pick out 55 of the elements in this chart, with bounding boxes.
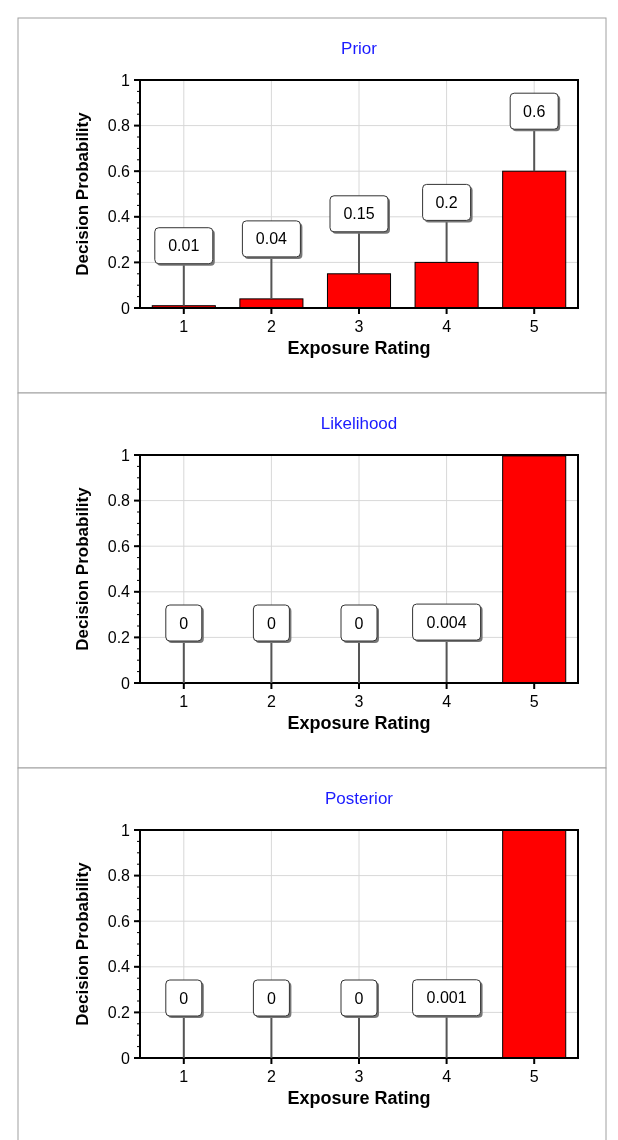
- x-tick-label: 2: [266, 693, 276, 710]
- y-tick-label: 0: [121, 1049, 131, 1067]
- data-label: 0.6: [523, 102, 546, 120]
- x-axis-title: Exposure Rating: [287, 338, 431, 358]
- x-tick-label: 3: [354, 318, 364, 335]
- y-tick-label: 0.6: [107, 912, 131, 930]
- y-tick-label: 1: [121, 71, 131, 89]
- y-tick-label: 0.4: [107, 583, 131, 601]
- data-label: 0: [179, 614, 189, 632]
- x-tick-label: 1: [179, 693, 189, 710]
- x-tick-label: 2: [266, 318, 276, 335]
- y-tick-label: 0: [121, 299, 131, 317]
- y-tick-label: 0: [121, 674, 131, 692]
- y-axis-title: Decision Probability: [73, 486, 92, 651]
- data-label: 0.004: [426, 613, 467, 631]
- x-tick-label: 2: [266, 1068, 276, 1085]
- data-label: 0.2: [435, 194, 458, 211]
- chart-title: Posterior: [324, 789, 394, 808]
- y-tick-label: 0.4: [107, 958, 131, 976]
- y-tick-label: 0.2: [107, 254, 131, 271]
- x-tick-label: 1: [179, 1068, 189, 1085]
- x-tick-label: 5: [529, 1068, 539, 1085]
- x-tick-label: 3: [354, 693, 364, 710]
- x-tick-label: 5: [529, 693, 539, 710]
- data-label: 0: [266, 614, 276, 632]
- y-tick-label: 1: [121, 821, 131, 839]
- y-tick-label: 0.6: [107, 162, 131, 180]
- data-label: 0.001: [426, 989, 467, 1007]
- y-axis-title: Decision Probability: [73, 111, 92, 276]
- x-tick-label: 1: [179, 318, 189, 335]
- x-axis-title: Exposure Rating: [287, 713, 431, 733]
- data-label: 0: [179, 989, 189, 1007]
- data-label: 0: [354, 989, 364, 1007]
- data-label: 0.01: [168, 237, 200, 255]
- chart-title: Likelihood: [320, 414, 398, 433]
- y-tick-label: 1: [121, 446, 131, 464]
- y-tick-label: 0.8: [107, 492, 131, 510]
- y-tick-label: 0.8: [107, 867, 131, 885]
- x-tick-label: 4: [442, 318, 452, 335]
- y-tick-label: 0.6: [107, 537, 131, 555]
- data-label: 0.15: [343, 205, 375, 223]
- x-tick-label: 4: [442, 1068, 452, 1085]
- data-label: 0: [354, 614, 364, 632]
- data-label: 0: [266, 989, 276, 1007]
- x-tick-label: 3: [354, 1068, 364, 1085]
- chart-title: Prior: [341, 39, 378, 58]
- data-label: 0.04: [255, 230, 288, 248]
- x-axis-title: Exposure Rating: [287, 1088, 431, 1108]
- y-tick-label: 0.2: [107, 629, 131, 646]
- x-tick-label: 4: [442, 693, 452, 710]
- y-tick-label: 0.8: [107, 117, 131, 135]
- x-tick-label: 5: [529, 318, 539, 335]
- y-tick-label: 0.4: [107, 208, 131, 226]
- y-axis-title: Decision Probability: [73, 861, 92, 1026]
- y-tick-label: 0.2: [107, 1004, 131, 1021]
